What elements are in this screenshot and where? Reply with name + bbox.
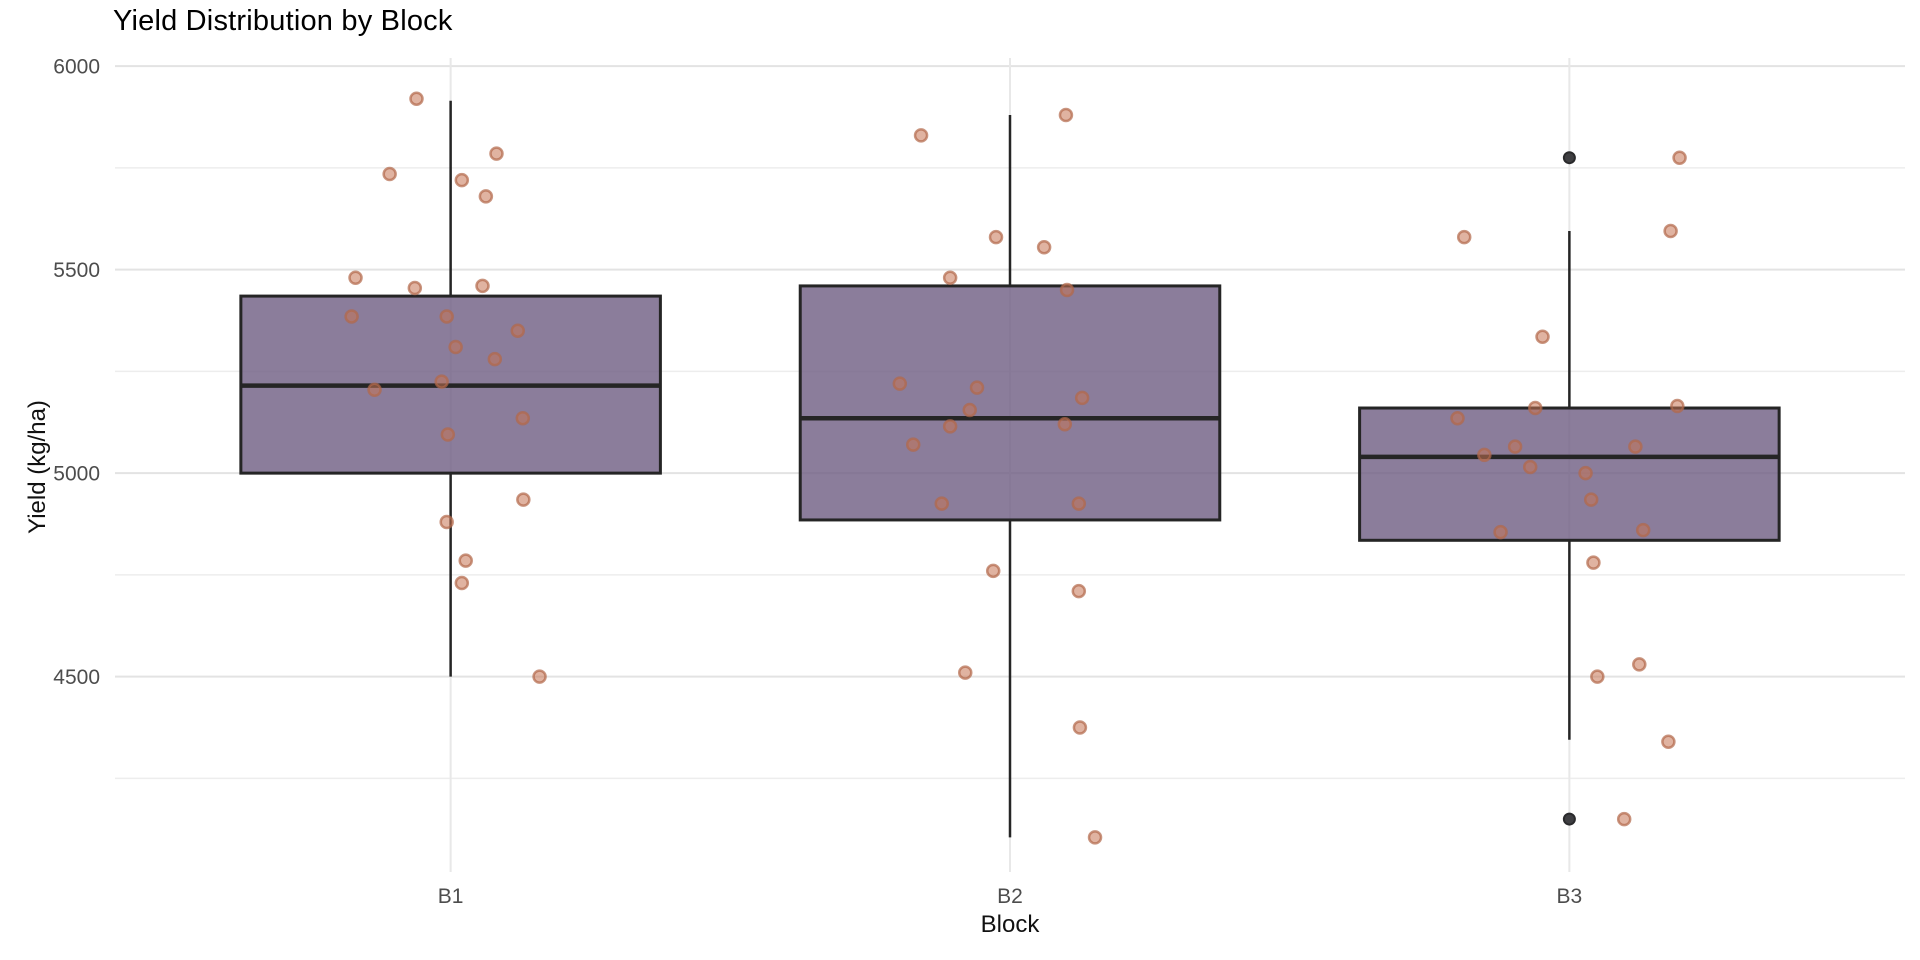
x-tick-label: B1 (438, 885, 464, 908)
jitter-point (1450, 410, 1465, 426)
jitter-point (1507, 439, 1523, 454)
jitter-point (942, 270, 958, 286)
jitter-point (487, 351, 503, 367)
y-tick-label: 4500 (53, 666, 100, 689)
jitter-point (439, 309, 454, 324)
outlier-point (1562, 812, 1576, 826)
jitter-point (510, 323, 525, 338)
jitter-point (1578, 465, 1593, 481)
boxplot-B2 (798, 114, 1222, 838)
jitter-point (1456, 229, 1472, 245)
jitter-point (1528, 400, 1543, 416)
boxplots (239, 100, 1781, 838)
jitter-point (409, 91, 424, 106)
jitter-point (1586, 555, 1601, 570)
x-axis-title: Block (980, 911, 1040, 938)
boxplot-B3 (1358, 151, 1781, 826)
jitter-point (1663, 223, 1678, 239)
jitter-point (913, 128, 929, 143)
jitter-point (1670, 398, 1685, 414)
jitter-point (942, 419, 958, 434)
jitter-point (1072, 720, 1088, 735)
jitter-point (958, 665, 973, 680)
jitter-point (1632, 657, 1647, 672)
jitter-point (934, 496, 950, 511)
jitter-point (1071, 583, 1087, 599)
iqr-box (798, 284, 1222, 522)
jitter-point (454, 172, 470, 188)
jitter-point (1036, 240, 1052, 255)
jitter-point (985, 563, 1001, 579)
jitter-point (382, 166, 397, 182)
jitter-point (439, 514, 454, 530)
jitter-point (489, 146, 504, 161)
jitter-point (1583, 492, 1599, 507)
jitter-point (1661, 734, 1676, 750)
jitter-point (1059, 282, 1075, 298)
jitter-point (1590, 669, 1605, 684)
jitter-point (962, 402, 977, 418)
y-tick-label: 6000 (53, 56, 100, 79)
y-tick-label: 5500 (53, 259, 100, 282)
jitter-point (458, 553, 473, 568)
jitter-point (988, 229, 1004, 245)
jitter-point (1493, 524, 1508, 540)
jitter-point (454, 575, 470, 591)
jitter-point (1058, 107, 1074, 123)
jitter-point (1672, 150, 1687, 165)
jitter-point (532, 669, 547, 684)
jitter-point (344, 309, 359, 324)
jitter-point (1616, 811, 1632, 827)
iqr-box (1358, 406, 1781, 542)
jitter-point (516, 492, 531, 507)
jitter-point (905, 437, 921, 452)
jitter-point (440, 427, 456, 442)
chart-title: Yield Distribution by Block (113, 5, 453, 37)
jitter-point (434, 374, 449, 389)
jitter-point (478, 189, 494, 204)
jitter-point (1477, 447, 1492, 463)
jitter-point (1628, 439, 1643, 454)
boxplot-B1 (239, 100, 662, 677)
jitter-point (448, 339, 463, 355)
jitter-point (367, 382, 382, 397)
jitter-point (1087, 830, 1103, 845)
jitter-point (475, 278, 490, 294)
jitter-point (892, 376, 908, 391)
jitter-point (348, 270, 363, 286)
outlier-point (1562, 151, 1576, 165)
x-tick-label: B3 (1557, 885, 1583, 908)
jitter-point (515, 410, 531, 426)
jitter-point (1535, 329, 1550, 345)
jitter-point (407, 280, 423, 296)
jitter-point (1074, 390, 1090, 406)
x-tick-label: B2 (997, 885, 1023, 908)
axis-tick-labels: 4500 5000 5500 6000 B1 B2 B3 (53, 56, 1582, 908)
jitter-point (969, 380, 985, 395)
jitter-point (1522, 459, 1538, 475)
jitter-points (344, 91, 1687, 845)
jitter-point (1635, 522, 1651, 538)
jitter-point (1057, 417, 1073, 432)
y-tick-label: 5000 (53, 463, 100, 486)
jitter-point (1071, 496, 1087, 511)
